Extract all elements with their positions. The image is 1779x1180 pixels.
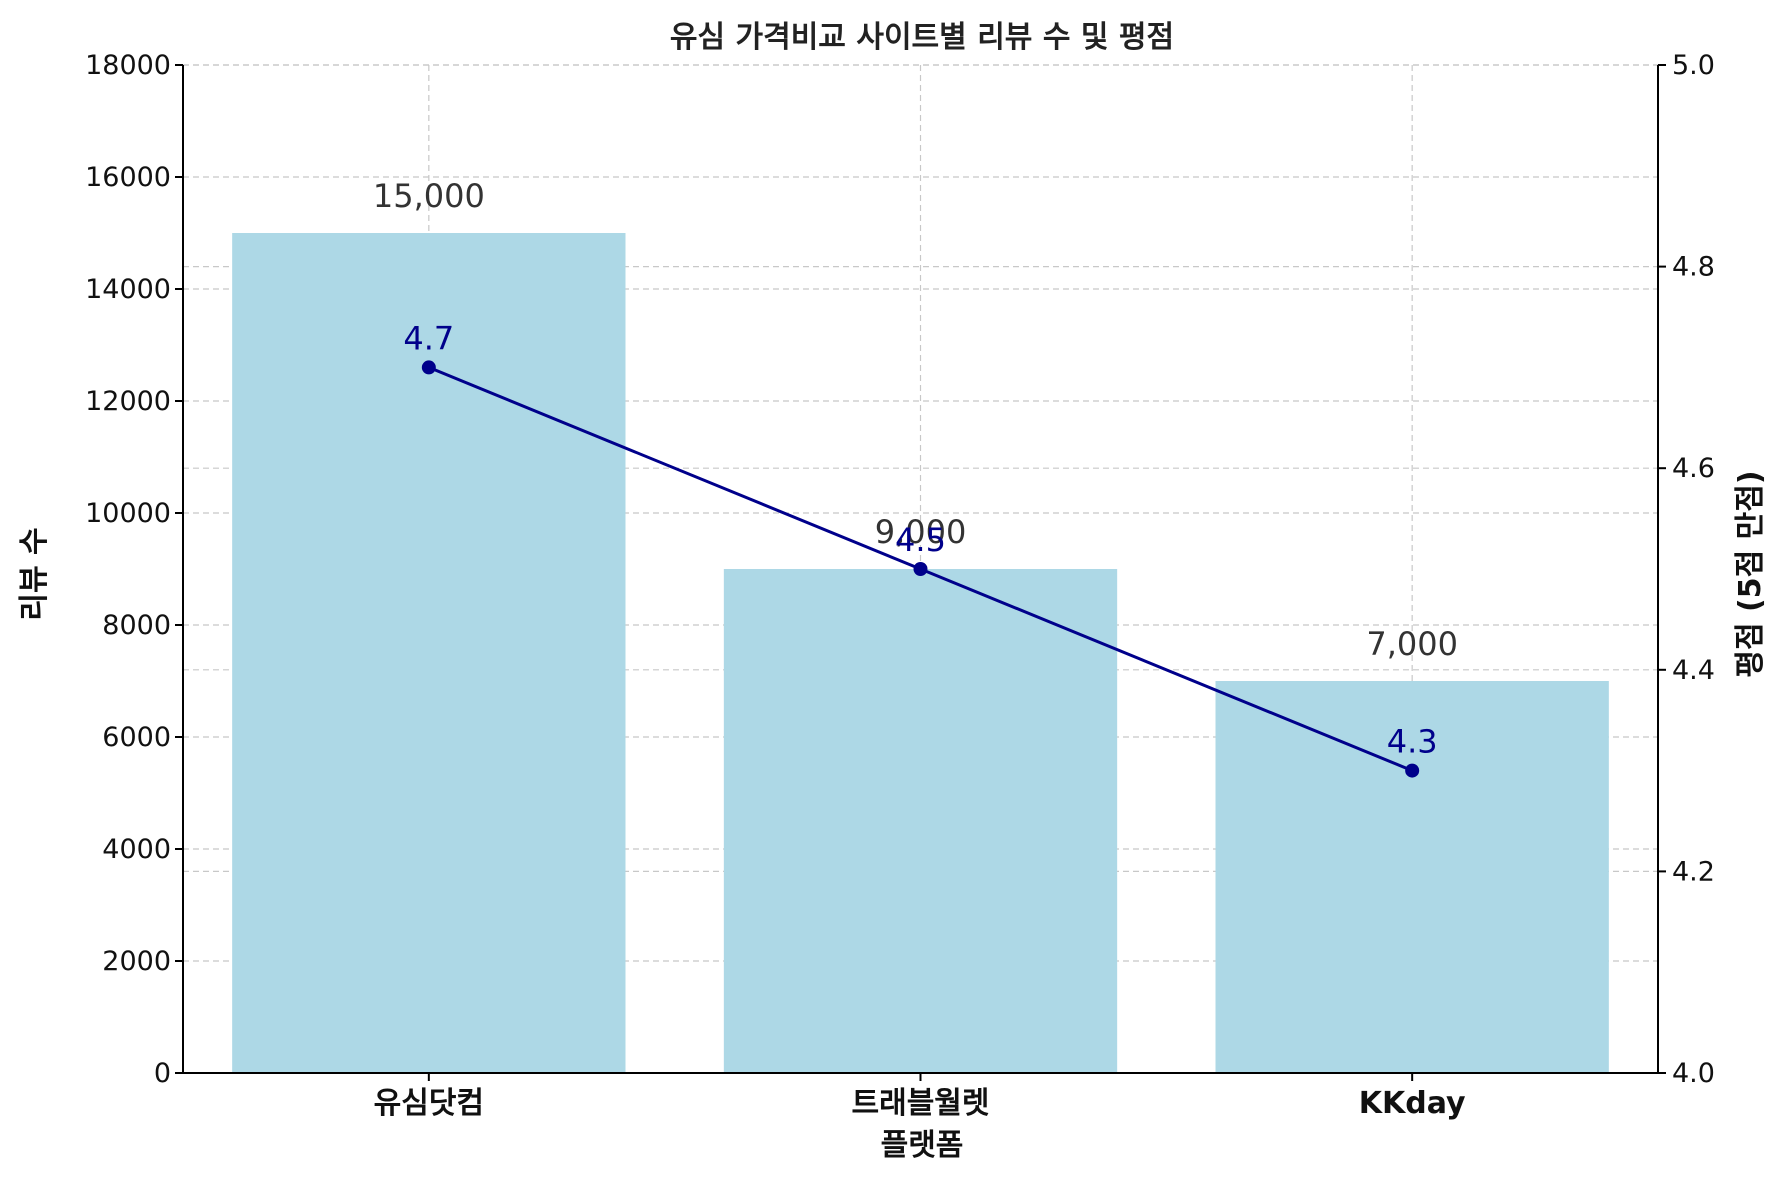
bar-value-label-2: 7,000: [1366, 625, 1458, 663]
y-tick-label-6: 12000: [85, 386, 171, 417]
y-tick-label-7: 14000: [85, 274, 171, 305]
bar-1: [723, 569, 1118, 1073]
y-tick-label-2: 4000: [102, 834, 171, 865]
rating-value-label-2: 4.3: [1387, 723, 1438, 761]
y-tick-label-3: 6000: [102, 722, 171, 753]
y-tick-label-5: 10000: [85, 498, 171, 529]
bar-value-label-0: 15,000: [373, 177, 485, 215]
y-tick-label-8: 16000: [85, 162, 171, 193]
rating-value-label-0: 4.7: [403, 319, 454, 357]
y2-tick-label-0: 4.0: [1672, 1058, 1715, 1089]
y-tick-label-4: 8000: [102, 610, 171, 641]
line-layer: [421, 360, 1420, 778]
rating-point-0: [421, 360, 436, 375]
y-axis-label: 리뷰 수: [17, 527, 52, 620]
y2-tick-label-3: 4.6: [1672, 453, 1715, 484]
y2-tick-label-2: 4.4: [1672, 655, 1715, 686]
y2-tick-label-4: 4.8: [1672, 252, 1715, 283]
x-tick-label-1: 트래블월렛: [852, 1086, 990, 1121]
y2-tick-label-1: 4.2: [1672, 856, 1715, 887]
rating-value-label-1: 4.5: [895, 521, 946, 559]
chart-title: 유심 가격비교 사이트별 리뷰 수 및 평점: [670, 20, 1174, 55]
rating-point-2: [1405, 763, 1420, 778]
y2-axis-label: 평점 (5점 만점): [1733, 470, 1768, 677]
labels-layer: 15,000 9,000 7,000 4.7 4.5 4.3: [373, 177, 1458, 761]
y-tick-label-0: 0: [154, 1058, 171, 1089]
y-tick-label-1: 2000: [102, 946, 171, 977]
bar-2: [1215, 681, 1609, 1073]
bar-value-label-1: 9,000: [875, 513, 967, 551]
rating-point-1: [913, 562, 928, 576]
x-tick-label-0: 유심닷컴: [374, 1086, 484, 1121]
x-tick-label-2: KKday: [1359, 1086, 1466, 1121]
y-tick-label-9: 18000: [85, 50, 171, 81]
axes-layer: 0 2000 4000 6000 8000 10000 12000 14000 16000 180…: [85, 50, 1715, 1121]
y2-tick-label-5: 5.0: [1672, 50, 1715, 81]
x-axis-label: 플랫폼: [881, 1128, 964, 1163]
bar-0: [232, 233, 626, 1073]
